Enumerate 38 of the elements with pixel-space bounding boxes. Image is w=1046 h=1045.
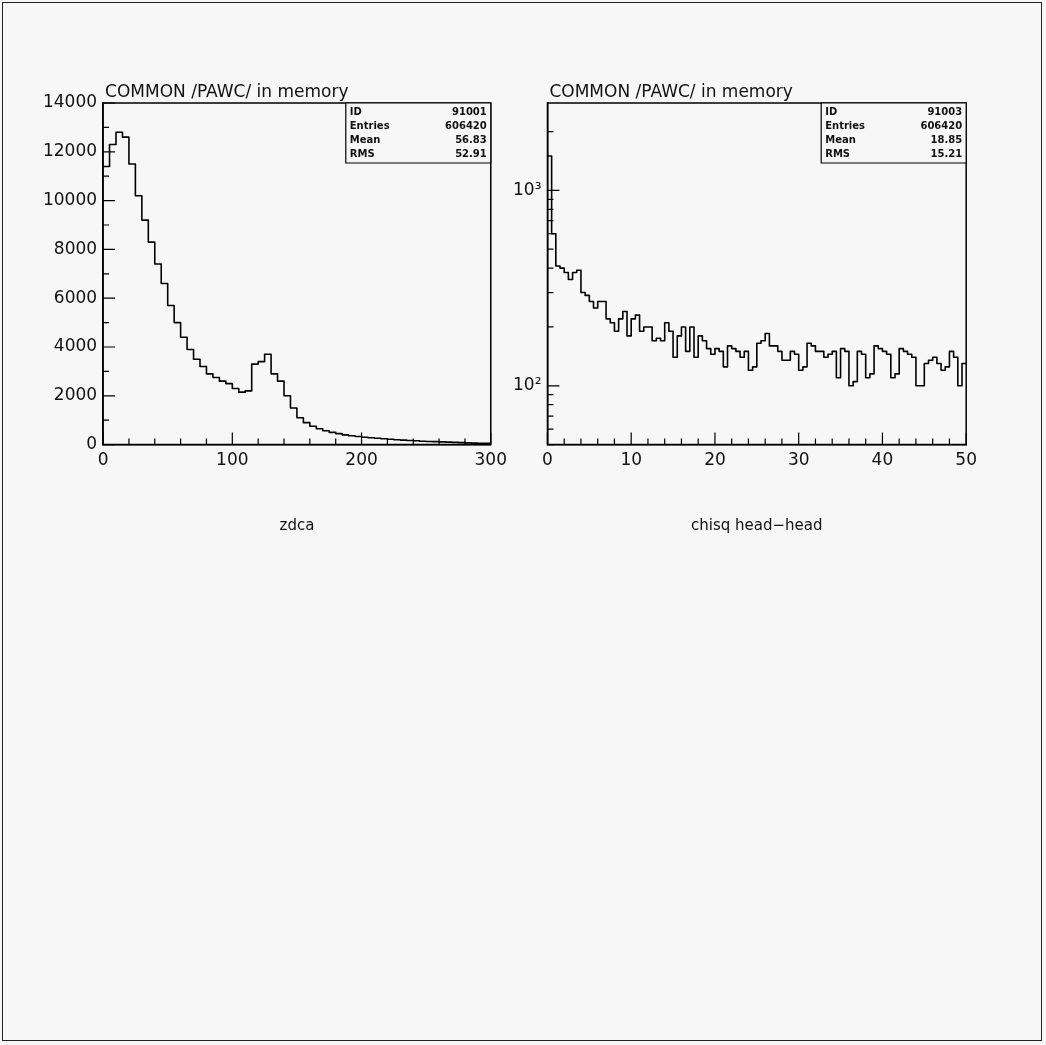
annotation: 91003 — [927, 105, 963, 117]
x-tick-label: 40 — [871, 449, 894, 470]
annotation: 606420 — [445, 119, 487, 131]
y-tick-label: 10000 — [42, 189, 98, 210]
y-tick-label: 12000 — [42, 140, 98, 161]
annotation: ID — [349, 105, 362, 117]
annotation: 606420 — [920, 119, 963, 131]
annotation: 52.91 — [455, 147, 487, 159]
x-tick-label: 10 — [620, 449, 643, 470]
x-tick-label: 30 — [787, 449, 810, 470]
x-tick-label: 100 — [216, 449, 249, 470]
chart-title: COMMON /PAWC/ in memory — [549, 80, 793, 101]
y-tick-label: 0 — [86, 433, 98, 454]
annotation: Entries — [349, 119, 390, 131]
annotation: 91001 — [451, 105, 487, 117]
y-tick-label: 4000 — [53, 335, 98, 356]
y-tick-label: 6000 — [53, 286, 98, 307]
x-tick-label: 300 — [474, 449, 507, 470]
x-tick-label: 200 — [345, 449, 378, 470]
chart-title: COMMON /PAWC/ in memory — [105, 80, 349, 101]
annotation: 18.85 — [930, 133, 963, 145]
annotation: RMS — [349, 147, 375, 159]
annotation: 56.83 — [455, 133, 487, 145]
y-tick-label: 14000 — [42, 91, 98, 112]
x-axis-title: chisq head−head — [691, 515, 823, 534]
x-tick-label: 20 — [704, 449, 726, 470]
annotation: RMS — [825, 147, 851, 159]
annotation: ID — [825, 105, 838, 117]
x-tick-label: 50 — [955, 449, 977, 470]
annotation: 15.21 — [930, 147, 963, 159]
x-axis-title: zdca — [279, 515, 315, 534]
y-tick-label: 2000 — [53, 384, 98, 405]
y-tick-label: 10³ — [512, 178, 542, 199]
annotation: Mean — [825, 133, 856, 145]
annotation: Mean — [349, 133, 381, 145]
y-tick-label: 10² — [512, 374, 542, 395]
annotation: Entries — [825, 119, 866, 131]
y-tick-label: 8000 — [53, 237, 98, 258]
